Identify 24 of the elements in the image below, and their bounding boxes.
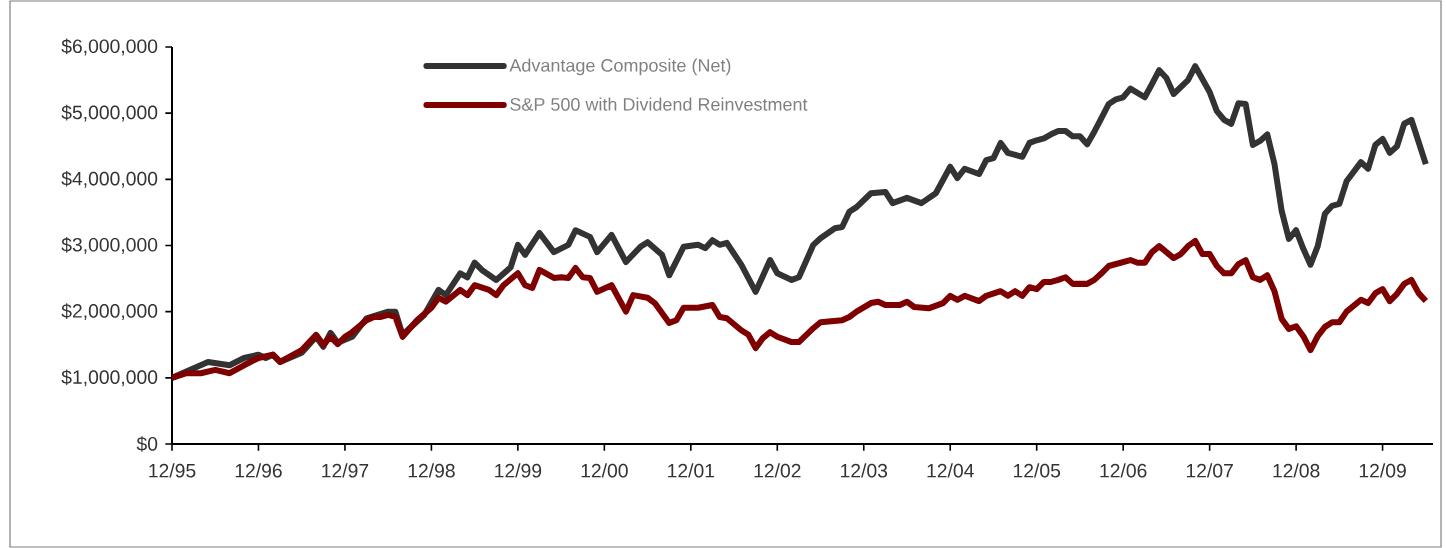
y-tick-label: $2,000,000 [61,303,158,321]
x-tick-label: 12/01 [668,463,715,478]
legend-label: Advantage Composite (Net) [509,58,731,76]
x-tick-label: 12/99 [495,463,542,478]
x-tick-label: 12/08 [1273,463,1320,478]
y-tick-label: $1,000,000 [61,369,158,387]
x-tick-label: 12/98 [408,463,455,478]
x-tick-label: 12/09 [1359,463,1406,478]
x-tick-label: 12/97 [322,463,369,478]
y-tick-label: $6,000,000 [61,38,158,56]
y-tick-label: $0 [136,436,158,452]
y-tick-label: $4,000,000 [61,170,158,188]
x-tick-label: 12/04 [927,463,974,478]
x-tick-label: 12/05 [1013,463,1061,478]
y-tick-label: $3,000,000 [61,237,158,254]
x-tick-label: 12/95 [149,463,196,478]
x-tick-label: 12/07 [1186,463,1233,478]
y-tick-label: $5,000,000 [61,104,158,122]
x-tick-label: 12/03 [841,463,888,478]
x-tick-label: 12/06 [1100,463,1147,478]
x-tick-label: 12/02 [754,463,801,478]
x-tick-label: 12/00 [581,463,628,478]
legend-label: S&P 500 with Dividend Reinvestment [510,97,808,111]
x-tick-label: 12/96 [235,463,282,478]
